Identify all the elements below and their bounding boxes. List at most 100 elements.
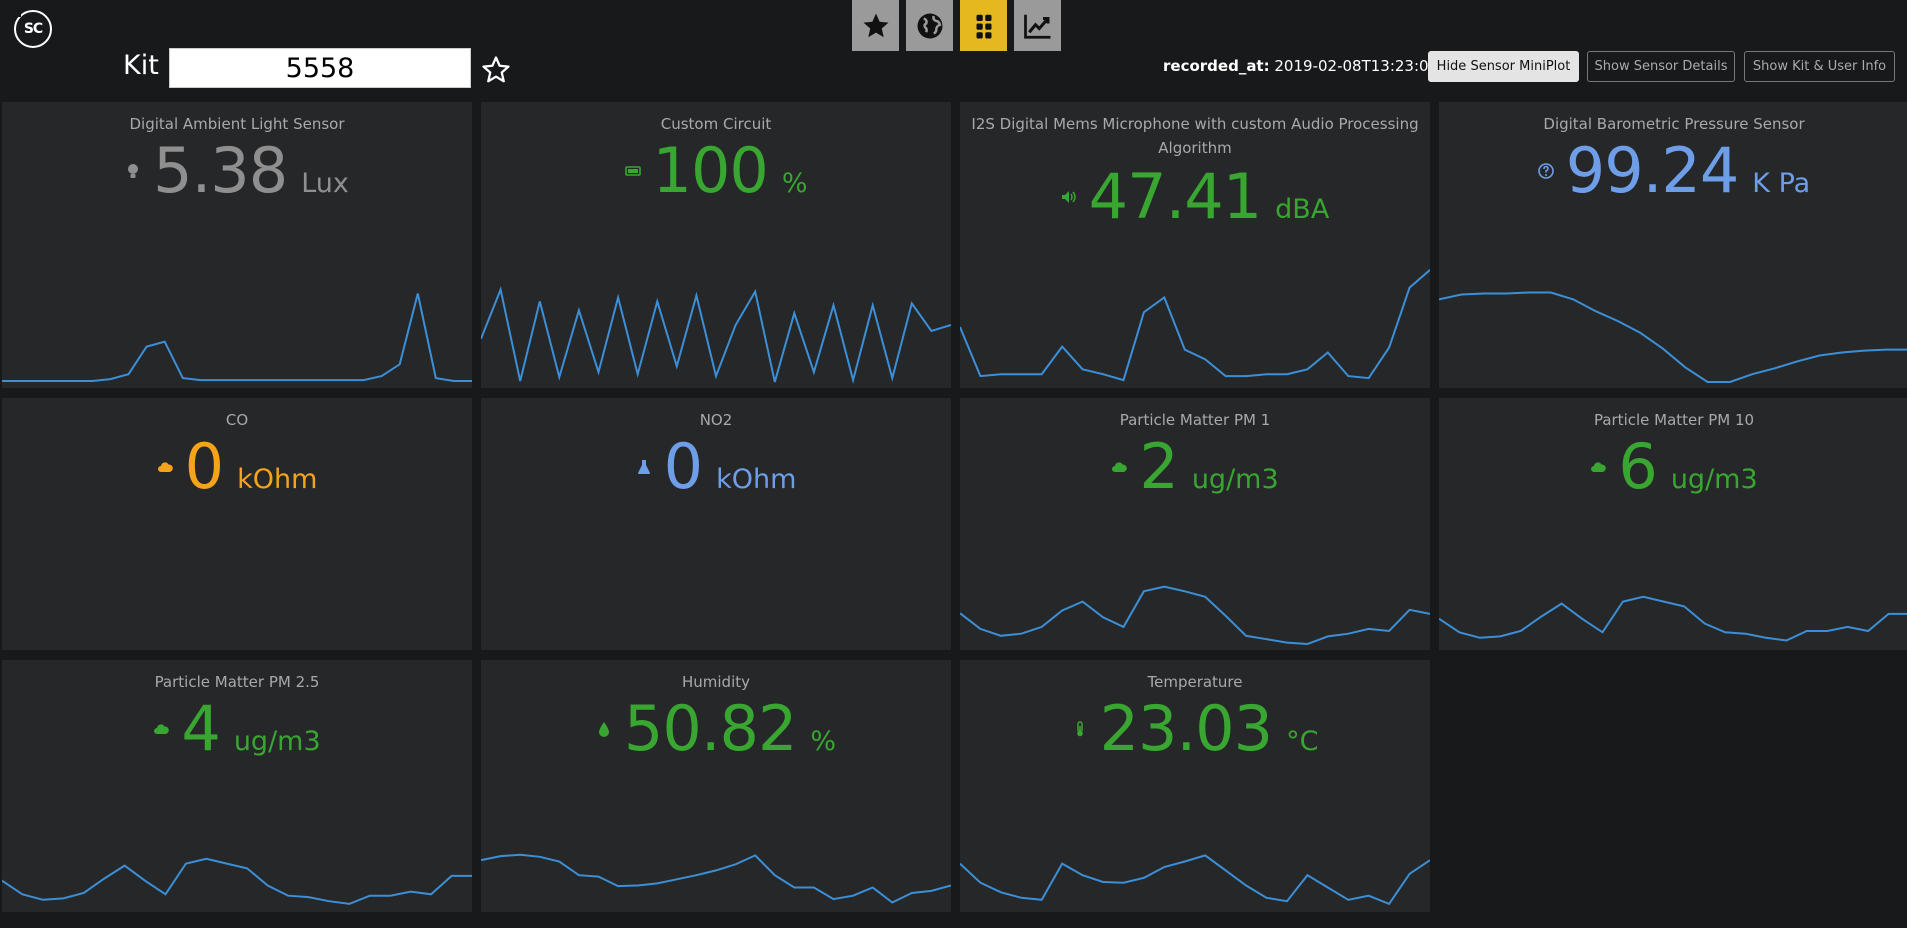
sensor-card[interactable]: Digital Ambient Light Sensor 5.38 Lux <box>2 102 472 388</box>
show-sensor-details-button[interactable]: Show Sensor Details <box>1587 51 1735 82</box>
sensor-title: Custom Circuit <box>660 115 772 133</box>
miniplot-line <box>481 286 951 385</box>
sensor-card[interactable]: CO 0 kOhm <box>2 398 472 650</box>
sensor-reading: 4 ug/m3 <box>2 698 472 760</box>
miniplot-line <box>960 585 1430 646</box>
sensor-unit: ug/m3 <box>1670 464 1758 495</box>
sensor-miniplot <box>960 585 1430 646</box>
sensor-reading: 99.24 K Pa <box>1439 140 1907 202</box>
sensor-miniplot <box>2 293 472 382</box>
miniplot-line <box>2 293 472 382</box>
sensor-miniplot <box>1439 595 1907 642</box>
sensor-card[interactable]: Custom Circuit 100% <box>481 102 951 388</box>
sensor-title: Temperature <box>1147 673 1243 691</box>
sensor-unit: ug/m3 <box>1191 464 1279 495</box>
sensor-card[interactable]: Temperature 23.03 °C <box>960 660 1430 912</box>
sensor-unit: K Pa <box>1752 168 1811 199</box>
sensor-reading: 50.82% <box>481 698 951 760</box>
sensor-value: 100 <box>652 134 769 207</box>
sensor-title: CO <box>225 411 249 429</box>
sensor-reading: 5.38 Lux <box>2 140 472 202</box>
sensor-title: Digital Ambient Light Sensor <box>129 115 345 133</box>
sensor-unit: kOhm <box>237 464 318 495</box>
grid-icon <box>976 14 991 38</box>
flask-icon <box>637 460 650 474</box>
sensor-unit: % <box>810 726 837 757</box>
star-icon <box>863 13 888 37</box>
sensor-unit: % <box>781 168 808 199</box>
recorded-at-value: 2019-02-08T13:23:03Z <box>1274 57 1449 75</box>
sensor-reading: 6 ug/m3 <box>1439 436 1907 498</box>
app-logo-icon[interactable]: SC <box>11 7 52 48</box>
thermometer-icon <box>1076 721 1083 737</box>
hide-miniplot-button[interactable]: Hide Sensor MiniPlot <box>1428 51 1579 82</box>
sensor-card[interactable]: Humidity 50.82% <box>481 660 951 912</box>
kit-id-input[interactable] <box>169 48 471 88</box>
sensor-card[interactable]: Particle Matter PM 2.5 4 ug/m3 <box>2 660 472 912</box>
miniplot-line <box>1439 291 1907 383</box>
sensor-miniplot <box>2 857 472 905</box>
sensor-unit: kOhm <box>716 464 797 495</box>
favorite-star-icon[interactable] <box>481 55 511 85</box>
question-icon <box>1537 163 1554 179</box>
sensor-title: Particle Matter PM 1 <box>1119 411 1271 429</box>
view-chart-button[interactable] <box>1014 0 1061 51</box>
sensor-value: 0 <box>184 430 224 503</box>
drop-icon <box>598 722 609 737</box>
globe-icon <box>917 13 942 38</box>
sensor-reading: 0 kOhm <box>481 436 951 498</box>
sensor-miniplot <box>960 854 1430 906</box>
sensor-value: 0 <box>663 430 703 503</box>
sensor-value: 23.03 <box>1099 692 1273 765</box>
cloud-icon <box>1591 462 1607 472</box>
lightbulb-icon <box>128 164 139 178</box>
sensor-title: Particle Matter PM 2.5 <box>154 673 320 691</box>
view-grid-button[interactable] <box>960 0 1007 51</box>
miniplot-line <box>960 854 1430 906</box>
sensor-title: NO2 <box>699 411 733 429</box>
view-favorites-button[interactable] <box>852 0 899 51</box>
sensor-reading: 2 ug/m3 <box>960 436 1430 498</box>
sensor-card[interactable]: Digital Barometric Pressure Sensor 99.24 K… <box>1439 102 1907 388</box>
sensor-reading: 47.41 dBA <box>960 166 1430 228</box>
sensor-unit: Lux <box>301 168 349 199</box>
sensor-title: I2S Digital Mems Microphone with custom … <box>971 115 1419 157</box>
sensor-title: Digital Barometric Pressure Sensor <box>1543 115 1805 133</box>
show-kit-user-info-button[interactable]: Show Kit & User Info <box>1744 51 1895 82</box>
sensor-title: Humidity <box>681 673 750 691</box>
sensor-value: 5.38 <box>153 134 288 207</box>
miniplot-line <box>960 269 1430 382</box>
sensor-reading: 0 kOhm <box>2 436 472 498</box>
view-map-button[interactable] <box>906 0 953 51</box>
sensor-card[interactable]: I2S Digital Mems Microphone with custom … <box>960 102 1430 388</box>
sensor-reading: 23.03 °C <box>960 698 1430 760</box>
sensor-unit: dBA <box>1275 194 1330 225</box>
sensor-value: 2 <box>1139 430 1178 503</box>
miniplot-line <box>2 857 472 905</box>
kit-label: Kit <box>123 50 159 81</box>
cloud-icon <box>1112 462 1128 472</box>
sensor-card[interactable]: NO2 0 kOhm <box>481 398 951 650</box>
sensor-miniplot <box>481 286 951 385</box>
miniplot-line <box>481 853 951 904</box>
sensor-card[interactable]: Particle Matter PM 1 2 ug/m3 <box>960 398 1430 650</box>
sensor-value: 99.24 <box>1565 134 1739 207</box>
sensor-value: 47.41 <box>1088 160 1262 233</box>
view-switcher <box>852 0 1061 51</box>
recorded-at-label: recorded_at: <box>1163 57 1270 75</box>
sensor-miniplot <box>1439 291 1907 383</box>
sensor-miniplot <box>481 853 951 904</box>
sensor-card[interactable]: Particle Matter PM 10 6 ug/m3 <box>1439 398 1907 650</box>
cloud-icon <box>157 462 173 472</box>
sensor-unit: ug/m3 <box>233 726 321 757</box>
sensor-value: 6 <box>1618 430 1657 503</box>
sensor-value: 50.82 <box>623 692 797 765</box>
recorded-at: recorded_at: 2019-02-08T13:23:03Z <box>1163 57 1448 75</box>
sensor-title: Particle Matter PM 10 <box>1593 411 1755 429</box>
battery-icon <box>624 166 641 176</box>
top-bar: SC Kit r <box>0 0 1907 100</box>
miniplot-line <box>1439 595 1907 642</box>
speaker-icon <box>1061 191 1076 203</box>
sensor-miniplot <box>960 269 1430 382</box>
sensor-value: 4 <box>181 692 220 765</box>
